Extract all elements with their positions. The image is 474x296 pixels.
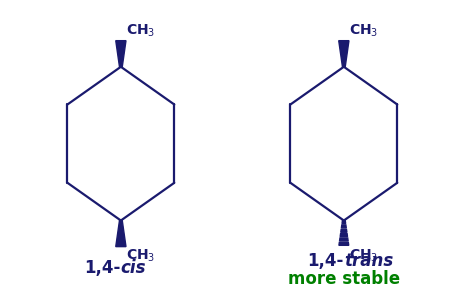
Polygon shape [341,229,347,232]
Text: CH$_3$: CH$_3$ [127,248,156,265]
Text: 1,4-: 1,4- [84,259,121,277]
Polygon shape [116,41,126,67]
Text: CH$_3$: CH$_3$ [349,23,379,39]
Text: CH$_3$: CH$_3$ [349,248,379,265]
Text: 1,4-: 1,4- [308,252,344,270]
Polygon shape [339,242,349,245]
Polygon shape [341,225,346,228]
Polygon shape [342,221,346,223]
Text: cis: cis [121,259,146,277]
Polygon shape [339,41,349,67]
Text: trans: trans [344,252,393,270]
Polygon shape [116,221,126,247]
Text: more stable: more stable [288,270,400,287]
Polygon shape [339,238,348,241]
Text: CH$_3$: CH$_3$ [127,23,156,39]
Polygon shape [340,234,347,237]
